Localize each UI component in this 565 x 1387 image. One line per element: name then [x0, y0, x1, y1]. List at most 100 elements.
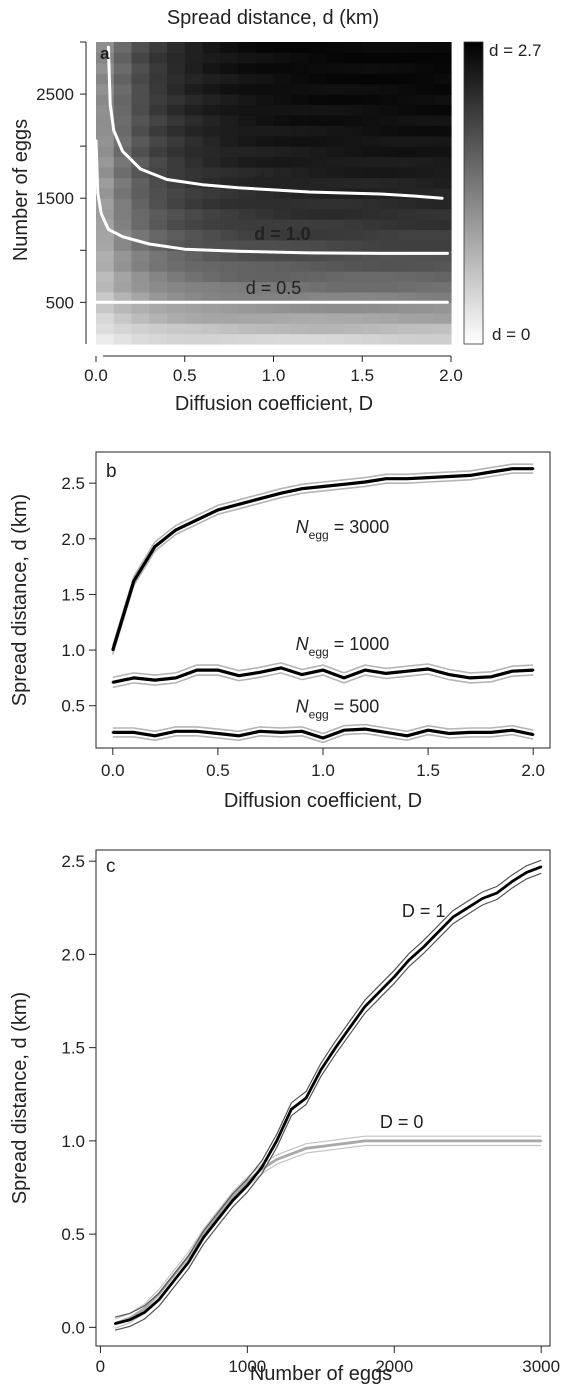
heatmap-cell — [220, 156, 239, 168]
heatmap-cell — [202, 156, 221, 168]
heatmap-cell — [380, 323, 399, 335]
heatmap-cell — [380, 177, 399, 189]
data-point — [384, 672, 388, 675]
heatmap-cell — [255, 198, 275, 210]
heatmap-cell — [131, 239, 150, 251]
heatmap-cell — [415, 219, 434, 231]
series — [114, 859, 543, 1331]
heatmap-cell — [96, 281, 115, 293]
data-point — [202, 1236, 205, 1239]
heatmap-cell — [238, 291, 257, 303]
heatmap-cell — [380, 302, 399, 314]
heatmap-cell — [149, 114, 168, 126]
heatmap-cell — [96, 302, 115, 314]
heatmap-cell — [96, 198, 115, 210]
data-point — [363, 668, 367, 672]
heatmap-cell — [167, 250, 186, 262]
data-point — [426, 728, 430, 732]
heatmap-cell — [291, 146, 310, 158]
data-point — [510, 880, 513, 883]
heatmap-cell — [309, 125, 328, 137]
heatmap-cell — [344, 208, 363, 220]
data-point — [216, 1214, 220, 1217]
heatmap-cell — [362, 312, 381, 324]
heatmap-cell — [113, 208, 133, 220]
heatmap-cell — [149, 94, 168, 106]
heatmap-cell — [309, 62, 328, 74]
heatmap-cell — [149, 42, 168, 54]
heatmap-cell — [397, 208, 417, 220]
heatmap-cell — [326, 62, 346, 74]
heatmap-cell — [202, 198, 221, 210]
heatmap-cell — [238, 281, 257, 293]
heatmap-cell — [415, 291, 434, 303]
heatmap-cell — [96, 208, 115, 220]
heatmap-cell — [344, 52, 363, 64]
heatmap-cell — [96, 146, 115, 158]
heatmap-cell — [309, 42, 328, 54]
data-point — [158, 1298, 161, 1301]
heatmap-cell — [273, 114, 292, 126]
heatmap-cell — [220, 166, 239, 178]
heatmap-cell — [291, 323, 310, 335]
heatmap-cell — [273, 177, 292, 189]
heatmap-cell — [291, 104, 310, 116]
data-point — [378, 990, 381, 993]
heatmap-cell — [433, 94, 452, 106]
heatmap-cell — [273, 83, 292, 95]
heatmap-cell — [238, 333, 257, 345]
heatmap-cell — [96, 156, 115, 168]
heatmap-cell — [220, 73, 239, 85]
data-point — [393, 975, 396, 978]
heatmap-cell — [184, 52, 204, 64]
heatmap-cell — [273, 52, 292, 64]
heatmap-cell — [362, 333, 381, 345]
ci-upper — [114, 1135, 542, 1320]
data-point — [111, 731, 115, 734]
y-tick-label: 2.0 — [61, 530, 85, 549]
heatmap-cell — [309, 333, 328, 345]
heatmap-cell — [415, 333, 434, 345]
data-point — [481, 1139, 484, 1142]
data-point — [132, 731, 136, 734]
data-point — [531, 467, 535, 470]
heatmap-cell — [397, 52, 417, 64]
heatmap-cell — [202, 260, 221, 272]
data-point — [174, 730, 178, 733]
heatmap-cell — [344, 198, 363, 210]
heatmap-cell — [326, 83, 346, 95]
heatmap-cell — [220, 239, 239, 251]
heatmap-cell — [238, 52, 257, 64]
heatmap-cell — [362, 323, 381, 335]
heatmap-cell — [326, 166, 346, 178]
contour-label: d = 1.0 — [254, 224, 311, 244]
heatmap-cell — [184, 42, 204, 54]
heatmap-cell — [415, 156, 434, 168]
data-point — [319, 1068, 322, 1072]
heatmap-cell — [291, 312, 310, 324]
data-point — [405, 670, 409, 673]
heatmap-cell — [184, 156, 204, 168]
data-point — [342, 728, 346, 732]
heatmap-cell — [380, 52, 399, 64]
heatmap-cell — [344, 166, 363, 178]
heatmap-cell — [113, 187, 133, 199]
heatmap-cell — [380, 260, 399, 272]
heatmap-cell — [167, 166, 186, 178]
heatmap-cell — [433, 250, 452, 262]
data-point — [363, 1139, 366, 1142]
data-point — [300, 673, 304, 676]
heatmap-cell — [149, 291, 168, 303]
heatmap-cell — [220, 83, 239, 95]
heatmap-cell — [220, 177, 239, 189]
heatmap-cell — [362, 125, 381, 137]
data-point — [405, 734, 409, 737]
series-label: D = 0 — [380, 1112, 424, 1132]
data-point — [451, 916, 455, 919]
heatmap-cell — [433, 125, 452, 137]
chart-title: Spread distance, d (km) — [167, 7, 379, 29]
data-point — [540, 865, 543, 868]
heatmap-cell — [415, 114, 434, 126]
heatmap-cell — [202, 250, 221, 262]
heatmap-cell — [397, 271, 417, 283]
